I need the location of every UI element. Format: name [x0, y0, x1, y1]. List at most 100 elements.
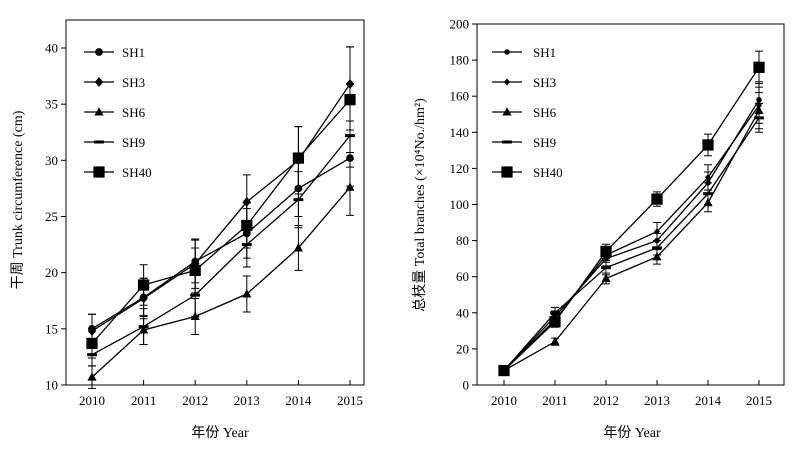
data-point: [292, 152, 305, 164]
legend-item-sh40: SH40: [492, 165, 563, 180]
y-tick-label: 200: [450, 17, 470, 32]
x-axis-label: 年份 Year: [191, 425, 249, 441]
data-point: [754, 116, 764, 120]
series-sh9: [499, 102, 764, 373]
legend-label: SH6: [533, 105, 557, 120]
legend-label: SH1: [533, 45, 556, 60]
legend-label: SH40: [122, 165, 152, 180]
x-tick-label: 2013: [234, 393, 260, 408]
y-tick-label: 10: [45, 378, 58, 393]
data-point: [138, 325, 149, 329]
x-tick-label: 2010: [79, 393, 105, 408]
series-sh40: [498, 50, 765, 377]
series-line: [91, 83, 351, 332]
legend-marker: [94, 77, 104, 87]
legend-item-sh1: SH1: [84, 45, 145, 60]
data-point: [702, 139, 714, 151]
y-tick-label: 160: [450, 89, 470, 104]
series-sh6: [87, 158, 355, 389]
x-tick-label: 2014: [695, 393, 722, 408]
legend-marker: [504, 49, 510, 55]
legend-marker: [501, 166, 513, 178]
data-point: [703, 192, 713, 196]
legend-marker: [93, 166, 105, 178]
data-point: [652, 251, 662, 261]
data-point: [705, 173, 711, 181]
series-line: [91, 186, 351, 378]
legend-item-sh6: SH6: [84, 105, 146, 120]
legend-item-sh6: SH6: [492, 105, 557, 120]
data-point: [87, 372, 97, 381]
series-sh1: [88, 129, 354, 344]
data-point: [190, 293, 201, 297]
data-point: [654, 228, 660, 236]
y-axis-label: 总枝量 Total branches (×10⁴No./hm²): [412, 98, 428, 312]
legend-item-sh3: SH3: [84, 75, 145, 90]
data-point: [344, 94, 356, 106]
x-tick-label: 2011: [131, 393, 157, 408]
data-point: [345, 182, 355, 191]
y-tick-label: 35: [45, 97, 58, 112]
legend: SH1 SH3 SH6 SH9 SH40: [492, 45, 563, 180]
x-tick-label: 2010: [491, 393, 517, 408]
data-point: [550, 336, 560, 346]
data-point: [242, 289, 252, 298]
y-axis: 10 15 20 25 30 35 40: [45, 41, 66, 393]
legend-label: SH3: [122, 75, 145, 90]
legend-marker: [502, 140, 512, 144]
x-axis-label: 年份 Year: [603, 425, 661, 441]
legend-marker: [94, 140, 104, 144]
series-line: [91, 99, 351, 344]
legend-label: SH1: [122, 45, 145, 60]
series-line: [503, 99, 760, 372]
legend-item-sh9: SH9: [492, 135, 556, 150]
series-line: [503, 117, 760, 371]
series-line: [503, 104, 760, 372]
y-axis: 0 20 40 60 80 100 120 140 160 180 200: [450, 17, 477, 393]
legend-marker: [504, 78, 510, 86]
chart-total-branches: 0 20 40 60 80 100 120 140 160 180 200 2010 2011 2012…: [412, 17, 785, 441]
data-point: [498, 364, 510, 377]
data-point: [241, 219, 253, 232]
plot-frame: [65, 19, 365, 386]
data-point: [601, 273, 611, 283]
data-point: [652, 246, 662, 250]
legend-marker: [502, 107, 512, 116]
legend-item-sh9: SH9: [84, 135, 145, 150]
legend-item-sh40: SH40: [84, 165, 152, 180]
data-point: [550, 311, 560, 315]
y-tick-label: 180: [450, 53, 470, 68]
data-point: [293, 243, 303, 252]
legend-item-sh1: SH1: [492, 45, 556, 60]
data-point: [600, 245, 612, 258]
data-point: [753, 61, 765, 73]
y-tick-label: 60: [456, 269, 469, 284]
data-point: [86, 337, 98, 350]
series-group: [498, 50, 765, 377]
y-tick-label: 40: [456, 305, 469, 320]
x-tick-label: 2015: [746, 393, 772, 408]
legend-label: SH40: [533, 165, 563, 180]
y-tick-label: 20: [45, 265, 58, 280]
legend-label: SH6: [122, 105, 146, 120]
legend-label: SH9: [533, 135, 556, 150]
data-point: [242, 196, 251, 207]
x-tick-label: 2015: [337, 393, 363, 408]
y-tick-label: 100: [450, 197, 470, 212]
y-tick-label: 80: [456, 233, 469, 248]
legend-marker: [95, 48, 103, 56]
data-point: [601, 266, 611, 270]
x-tick-label: 2014: [285, 393, 312, 408]
y-tick-label: 15: [45, 321, 58, 336]
series-line: [91, 135, 351, 356]
data-point: [189, 264, 201, 277]
y-tick-label: 140: [450, 125, 470, 140]
x-tick-label: 2011: [542, 393, 568, 408]
y-tick-label: 120: [450, 161, 470, 176]
x-tick-label: 2013: [644, 393, 670, 408]
data-point: [293, 198, 304, 202]
legend: SH1 SH3 SH6 SH9 SH40: [84, 45, 152, 180]
series-sh40: [86, 46, 356, 359]
